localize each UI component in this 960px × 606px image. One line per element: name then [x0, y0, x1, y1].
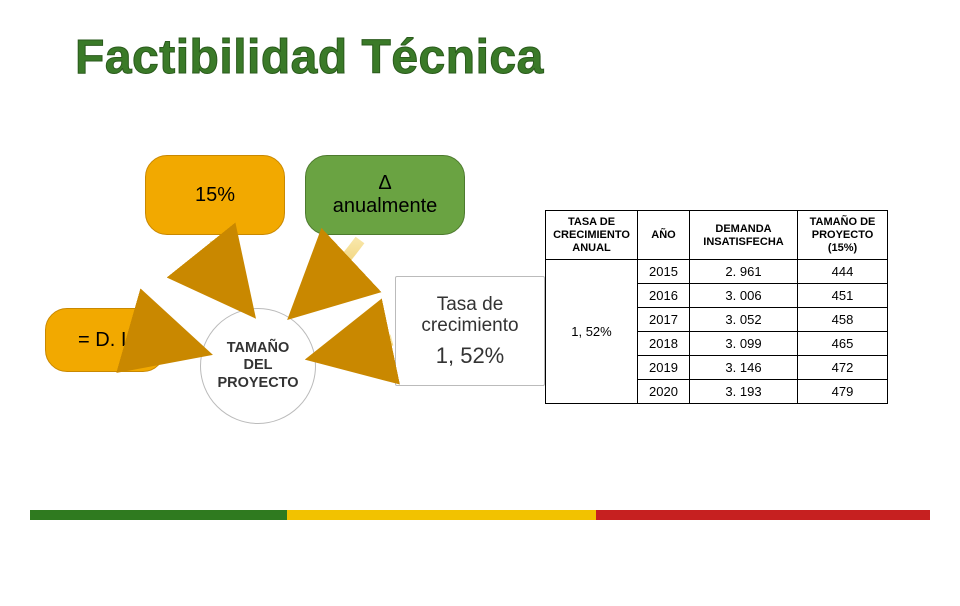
- table-cell: 444: [798, 259, 888, 283]
- table-header: TAMAÑO DEPROYECTO(15%): [798, 211, 888, 260]
- table-cell: 2020: [638, 379, 690, 403]
- table-row: 1, 52%20152. 961444: [546, 259, 888, 283]
- table-cell: 3. 052: [690, 307, 798, 331]
- table-cell: 3. 193: [690, 379, 798, 403]
- table-cell: 472: [798, 355, 888, 379]
- node-di: = D. I.: [45, 308, 165, 372]
- table-cell: 2019: [638, 355, 690, 379]
- data-table: TASA DECRECIMIENTOANUALAÑODEMANDAINSATIS…: [545, 210, 888, 404]
- table-header: DEMANDAINSATISFECHA: [690, 211, 798, 260]
- label-tasa-crecimiento: Tasa de crecimiento 1, 52%: [395, 276, 545, 386]
- table-cell: 458: [798, 307, 888, 331]
- table-cell: 2. 961: [690, 259, 798, 283]
- table-cell: 2015: [638, 259, 690, 283]
- node-15pct: 15%: [145, 155, 285, 235]
- table-header: TASA DECRECIMIENTOANUAL: [546, 211, 638, 260]
- table-header: AÑO: [638, 211, 690, 260]
- table-cell: 2017: [638, 307, 690, 331]
- footer-stripe: [30, 510, 930, 520]
- table-cell: 2016: [638, 283, 690, 307]
- footer-green: [30, 510, 287, 520]
- table-cell: 451: [798, 283, 888, 307]
- footer-yellow: [287, 510, 596, 520]
- table-cell-merged: 1, 52%: [546, 259, 638, 403]
- footer-red: [596, 510, 930, 520]
- table-cell: 465: [798, 331, 888, 355]
- node-delta-anual: Δ anualmente: [305, 155, 465, 235]
- label-tasa-title: Tasa de crecimiento: [421, 294, 518, 338]
- table-cell: 479: [798, 379, 888, 403]
- label-tasa-value: 1, 52%: [436, 343, 505, 368]
- page-title: Factibilidad Técnica: [75, 30, 544, 85]
- table-cell: 3. 006: [690, 283, 798, 307]
- table-cell: 2018: [638, 331, 690, 355]
- table-cell: 3. 146: [690, 355, 798, 379]
- circle-tamano-proyecto: TAMAÑO DEL PROYECTO: [200, 308, 316, 424]
- table-cell: 3. 099: [690, 331, 798, 355]
